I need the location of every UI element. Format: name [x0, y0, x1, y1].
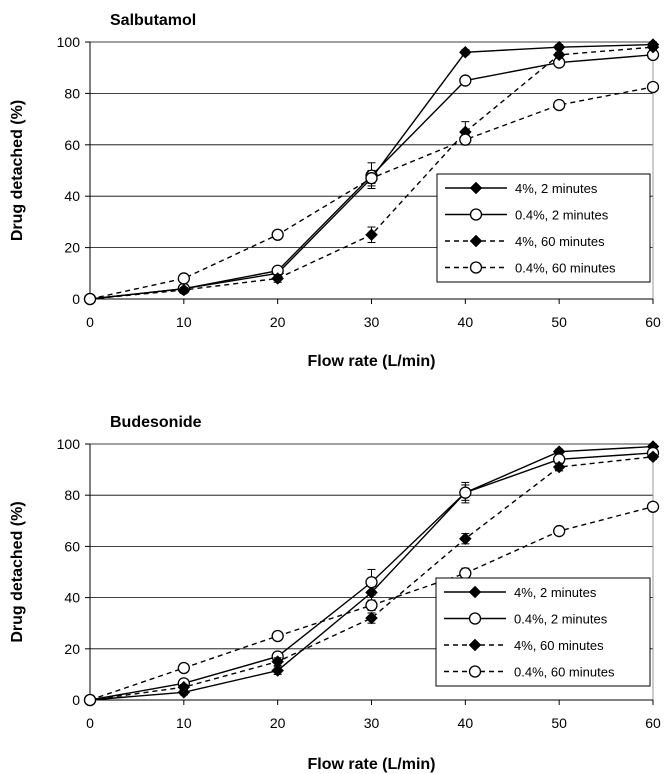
x-tick-label: 60 [645, 715, 661, 731]
data-point [553, 98, 566, 112]
data-point [365, 172, 378, 185]
legend-label: 0.4%, 2 minutes [514, 612, 608, 627]
legend-label: 0.4%, 60 minutes [514, 665, 615, 680]
data-point [552, 460, 566, 474]
data-point [459, 74, 472, 87]
chart-salbutamol: 0 20 40 60 80 100 0 10 20 30 40 50 60 4%, 2 minutes 0.… [9, 12, 661, 370]
data-point [646, 500, 660, 513]
series-0-4-60-minutes [83, 80, 660, 306]
x-tick-label: 10 [176, 715, 192, 731]
data-point [458, 45, 472, 59]
legend: 4%, 2 minutes 0.4%, 2 minutes 4%, 60 minut… [435, 577, 651, 687]
data-point [177, 661, 190, 675]
legend-marker [469, 234, 483, 248]
x-tick-label: 10 [176, 314, 192, 330]
legend-marker [468, 585, 482, 599]
y-tick-label: 20 [64, 240, 80, 256]
x-tick-label: 20 [270, 715, 286, 731]
data-point [177, 272, 190, 285]
legend-marker [469, 261, 483, 274]
legend-marker [468, 612, 482, 625]
data-point [459, 133, 472, 146]
y-tick-label: 60 [64, 137, 80, 153]
data-point [271, 655, 285, 668]
data-point [83, 292, 97, 306]
data-point [177, 680, 191, 694]
x-tick-label: 50 [551, 715, 567, 731]
data-point [459, 567, 472, 580]
legend-label: 4%, 60 minutes [515, 234, 605, 249]
x-tick-label: 40 [458, 314, 474, 330]
legend-marker [468, 665, 482, 678]
data-point [271, 228, 284, 241]
data-point [646, 450, 660, 464]
y-tick-label: 40 [64, 590, 80, 606]
data-point [365, 576, 378, 589]
data-point [646, 40, 660, 54]
legend-marker [469, 181, 483, 195]
x-tick-label: 30 [364, 715, 380, 731]
data-point [271, 272, 285, 285]
x-tick-label: 30 [364, 314, 380, 330]
legend: 4%, 2 minutes 0.4%, 2 minutes 4%, 60 minut… [436, 173, 651, 283]
x-tick-label: 0 [86, 314, 94, 330]
y-tick-label: 0 [72, 692, 80, 708]
legend-marker [468, 638, 482, 652]
x-tick-label: 0 [86, 715, 94, 731]
legend-label: 4%, 2 minutes [515, 181, 598, 196]
chart-title: Budesonide [110, 414, 202, 431]
data-point [177, 283, 191, 297]
legend-label: 0.4%, 60 minutes [515, 261, 616, 276]
y-tick-label: 80 [64, 85, 80, 101]
legend-marker [469, 208, 483, 221]
data-point [271, 629, 284, 643]
chart-title: Salbutamol [110, 12, 196, 29]
data-point [646, 80, 660, 94]
data-point [552, 48, 566, 62]
y-tick-label: 60 [64, 538, 80, 554]
legend-label: 4%, 2 minutes [514, 585, 597, 600]
data-point [459, 486, 472, 499]
data-point [458, 532, 472, 546]
x-axis-label: Flow rate (L/min) [308, 756, 436, 773]
y-tick-label: 80 [64, 487, 80, 503]
legend-label: 4%, 60 minutes [514, 638, 604, 653]
y-axis-label: Drug detached (%) [9, 501, 26, 642]
x-tick-label: 40 [458, 715, 474, 731]
data-point [271, 664, 285, 677]
y-axis-label: Drug detached (%) [9, 100, 26, 241]
x-tick-label: 20 [270, 314, 286, 330]
y-tick-label: 0 [72, 291, 80, 307]
data-point [365, 228, 378, 242]
data-point [83, 693, 97, 707]
data-point [365, 611, 378, 625]
x-axis-label: Flow rate (L/min) [308, 353, 436, 370]
y-tick-label: 100 [57, 34, 81, 50]
y-tick-label: 40 [64, 188, 80, 204]
chart-budesonide: 0 20 40 60 80 100 0 10 20 30 40 50 60 4%, 2 minutes 0.… [9, 414, 661, 773]
x-tick-label: 50 [551, 314, 567, 330]
legend-label: 0.4%, 2 minutes [515, 208, 609, 223]
y-tick-label: 20 [64, 641, 80, 657]
series-0-4-60-minutes [83, 500, 660, 707]
data-point [365, 599, 378, 612]
y-tick-label: 100 [57, 436, 81, 452]
data-point [553, 524, 566, 538]
x-tick-label: 60 [645, 314, 661, 330]
